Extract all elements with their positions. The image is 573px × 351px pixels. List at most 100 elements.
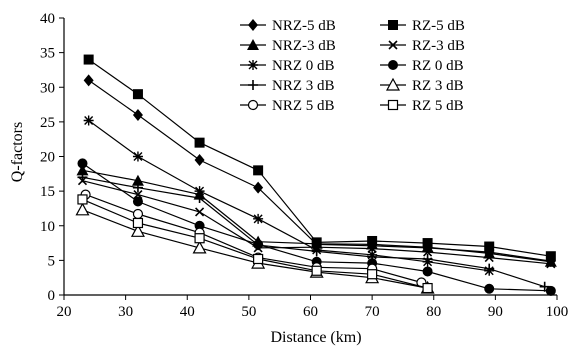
square-open-marker bbox=[367, 269, 378, 280]
y-axis-label: Q-factors bbox=[9, 122, 26, 182]
x-tick-label: 30 bbox=[118, 304, 133, 320]
triangle-open-marker bbox=[385, 77, 401, 91]
square-filled-marker bbox=[388, 20, 398, 30]
triangle-open-marker bbox=[75, 202, 90, 216]
circle-filled-marker bbox=[484, 283, 495, 294]
asterisk-marker bbox=[253, 213, 264, 224]
legend-item: RZ 0 dB bbox=[380, 58, 464, 74]
x-tick-label: 90 bbox=[488, 304, 503, 320]
square-open-marker bbox=[311, 265, 322, 276]
square-open-marker bbox=[194, 233, 205, 244]
x-marker bbox=[484, 253, 494, 263]
asterisk-marker bbox=[83, 115, 94, 126]
square-open-marker bbox=[253, 253, 264, 265]
plus-marker bbox=[248, 80, 258, 90]
square-filled-marker bbox=[484, 241, 495, 252]
legend: NRZ-5 dB RZ-5 dB NRZ-3 dB RZ-3 dB NRZ 0 dB RZ… bbox=[240, 18, 465, 114]
diamond-marker bbox=[83, 74, 94, 87]
triangle-open-marker bbox=[192, 240, 207, 254]
legend-item: NRZ 0 dB bbox=[240, 58, 335, 74]
legend-item: NRZ 3 dB bbox=[240, 78, 335, 94]
asterisk-marker-stroke bbox=[83, 115, 94, 126]
y-tick-label: 0 bbox=[48, 288, 56, 304]
plus-marker bbox=[311, 246, 322, 257]
legend-label: RZ 5 dB bbox=[412, 98, 464, 114]
y-tick-label: 10 bbox=[40, 219, 55, 235]
plus-marker-stroke bbox=[77, 172, 88, 183]
diamond-marker bbox=[194, 153, 205, 166]
circle-filled-marker bbox=[422, 266, 433, 277]
circle-filled-marker bbox=[388, 60, 398, 70]
plus-marker-stroke bbox=[367, 251, 378, 262]
x-marker-stroke bbox=[133, 190, 143, 200]
diamond-marker bbox=[132, 108, 143, 121]
legend-item: RZ-5 dB bbox=[380, 18, 465, 34]
plus-marker-stroke bbox=[194, 193, 205, 204]
circle-filled-marker bbox=[132, 196, 143, 207]
triangle-open-marker bbox=[130, 224, 145, 237]
x-tick-label: 100 bbox=[546, 304, 569, 320]
circle-filled-marker bbox=[77, 158, 88, 169]
plus-marker-stroke bbox=[248, 80, 258, 90]
y-tick-label: 40 bbox=[40, 11, 55, 27]
plus-marker bbox=[367, 251, 378, 262]
plus-marker-stroke bbox=[422, 253, 433, 264]
legend-label: RZ-3 dB bbox=[412, 38, 465, 54]
circle-filled-marker bbox=[545, 285, 556, 296]
series-layer bbox=[75, 54, 557, 296]
y-tick-label: 20 bbox=[40, 150, 55, 166]
legend-item: RZ-3 dB bbox=[380, 38, 465, 54]
square-filled-marker bbox=[253, 165, 264, 176]
legend-label: NRZ 5 dB bbox=[272, 98, 335, 114]
series-nrz-3-db bbox=[77, 172, 550, 292]
x-axis-label: Distance (km) bbox=[270, 329, 361, 346]
plus-marker bbox=[484, 263, 495, 274]
x-marker bbox=[423, 247, 433, 257]
asterisk-marker bbox=[132, 151, 143, 162]
square-open-marker bbox=[77, 194, 88, 205]
x-tick-label: 40 bbox=[180, 304, 195, 320]
x-marker bbox=[546, 259, 556, 269]
square-filled-marker bbox=[83, 54, 94, 65]
legend-label: RZ-5 dB bbox=[412, 18, 465, 34]
legend-item: RZ 3 dB bbox=[380, 77, 464, 94]
legend-label: NRZ 0 dB bbox=[272, 58, 335, 74]
axes: 0 5 10 15 20 25 30 35 40 20 30 40 50 60 70 80 90 100 bbox=[40, 11, 568, 320]
square-open-marker bbox=[422, 282, 433, 294]
asterisk-marker-stroke bbox=[132, 151, 143, 162]
square-open-marker bbox=[132, 217, 144, 229]
x-marker bbox=[195, 207, 205, 217]
legend-item: RZ 5 dB bbox=[380, 98, 464, 114]
x-marker-stroke bbox=[546, 259, 556, 269]
y-tick-label: 5 bbox=[48, 253, 56, 269]
legend-item: NRZ-3 dB bbox=[240, 38, 336, 54]
plus-marker bbox=[77, 172, 88, 183]
asterisk-marker-stroke bbox=[248, 60, 258, 70]
x-marker bbox=[133, 190, 143, 200]
y-tick-label: 35 bbox=[40, 46, 55, 62]
asterisk-marker bbox=[194, 186, 205, 197]
legend-label: NRZ-3 dB bbox=[272, 38, 336, 54]
y-tick-label: 25 bbox=[40, 115, 55, 131]
x-marker-stroke bbox=[484, 253, 494, 263]
asterisk-marker bbox=[248, 60, 258, 70]
x-marker bbox=[388, 40, 398, 50]
plus-marker-stroke bbox=[539, 281, 550, 292]
legend-label: NRZ-5 dB bbox=[272, 18, 336, 34]
y-tick-label: 30 bbox=[40, 80, 55, 96]
legend-label: NRZ 3 dB bbox=[272, 78, 335, 94]
diamond-marker bbox=[253, 181, 264, 194]
legend-item: NRZ-5 dB bbox=[240, 18, 336, 34]
square-open-marker bbox=[387, 99, 399, 111]
x-tick-label: 80 bbox=[426, 304, 441, 320]
x-tick-label: 60 bbox=[303, 304, 318, 320]
plus-marker bbox=[253, 240, 264, 251]
plus-marker bbox=[539, 281, 550, 292]
x-tick-label: 70 bbox=[365, 304, 380, 320]
plus-marker-stroke bbox=[484, 263, 495, 274]
circle-open-marker bbox=[247, 99, 259, 111]
plus-marker bbox=[194, 193, 205, 204]
x-marker-stroke bbox=[195, 207, 205, 217]
